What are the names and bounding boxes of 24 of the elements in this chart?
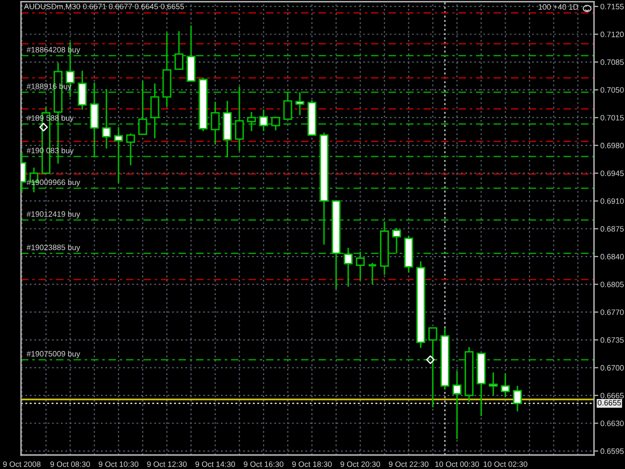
candlestick bbox=[210, 101, 220, 146]
candlestick bbox=[271, 116, 280, 131]
candlestick bbox=[356, 251, 365, 282]
candlestick bbox=[488, 372, 498, 396]
candlestick bbox=[452, 370, 462, 440]
candlestick bbox=[295, 92, 304, 116]
candlestick bbox=[259, 108, 268, 132]
candlestick bbox=[512, 385, 522, 412]
candlestick bbox=[126, 132, 136, 166]
candlestick bbox=[428, 327, 438, 408]
candlestick bbox=[234, 86, 244, 152]
candlestick bbox=[102, 88, 111, 150]
candlestick bbox=[90, 82, 99, 158]
candlestick bbox=[247, 111, 256, 132]
candlestick bbox=[500, 372, 510, 398]
candlestick bbox=[78, 70, 87, 110]
candlestick bbox=[283, 92, 292, 120]
candlestick bbox=[150, 82, 160, 139]
candlestick bbox=[138, 80, 148, 135]
candlestick bbox=[392, 227, 401, 254]
candlestick bbox=[368, 262, 378, 286]
candlestick bbox=[174, 30, 184, 70]
candlestick bbox=[114, 126, 123, 184]
candlestick bbox=[344, 247, 353, 288]
